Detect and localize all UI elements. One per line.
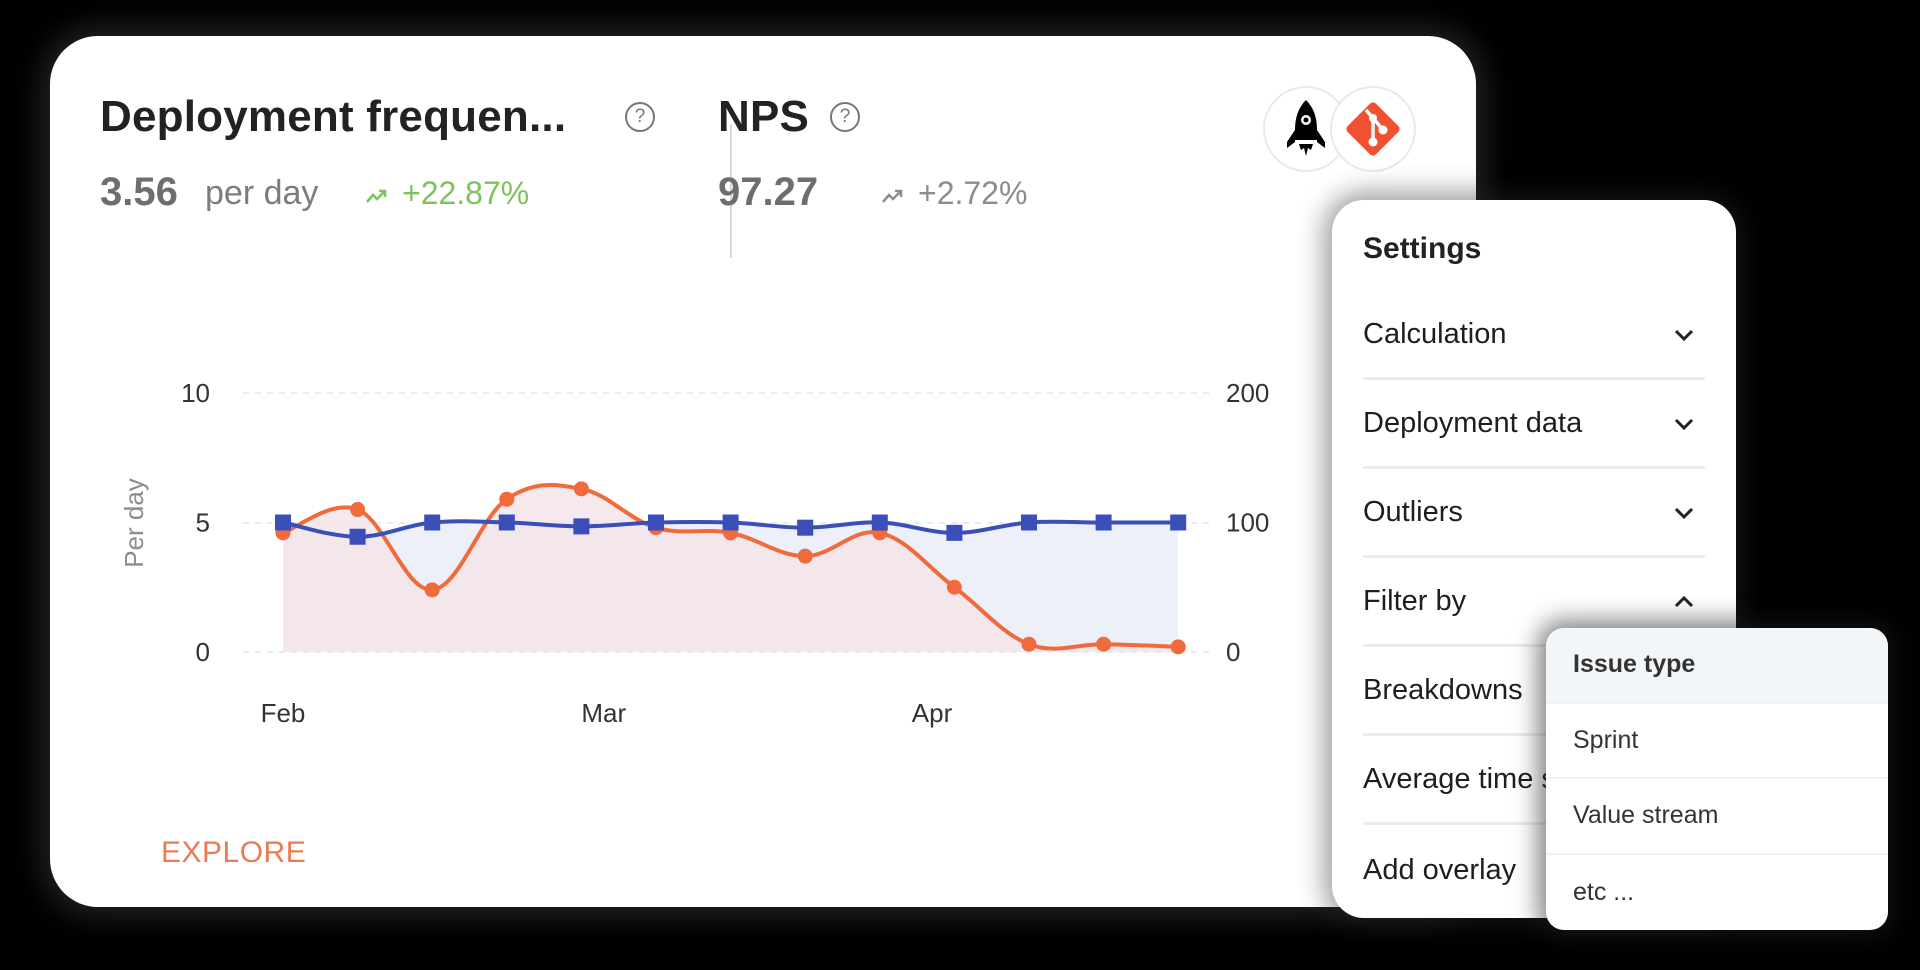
metric-divider — [730, 124, 732, 258]
metric-value-deployment-frequency: 3.56 — [100, 170, 178, 214]
y-tick-label-right: 100 — [1226, 508, 1269, 538]
settings-row-add-overlay[interactable]: Add overlay — [1363, 826, 1705, 914]
data-point[interactable] — [498, 514, 515, 531]
data-point[interactable] — [946, 579, 962, 595]
rocket-icon — [1287, 100, 1325, 156]
data-point[interactable] — [1170, 639, 1186, 655]
question-circle-icon[interactable]: ? — [830, 102, 860, 132]
data-point[interactable] — [722, 514, 739, 531]
x-tick-label: Mar — [581, 698, 626, 728]
line-chart: 0 5 10 0 100 200 Per day Feb Mar Apr — [119, 378, 1269, 728]
settings-title: Settings — [1363, 232, 1482, 265]
dropdown-option-sprint[interactable]: Sprint — [1546, 704, 1888, 779]
explore-link[interactable]: EXPLORE — [161, 836, 307, 869]
chevron-down-icon — [1674, 418, 1694, 430]
data-point[interactable] — [1021, 514, 1037, 531]
question-circle-icon[interactable]: ? — [625, 102, 655, 132]
y-tick-label: 10 — [181, 378, 210, 408]
data-point[interactable] — [424, 582, 440, 598]
data-point[interactable] — [499, 491, 515, 507]
chevron-down-icon — [1674, 507, 1694, 519]
y-axis-label: Per day — [119, 478, 149, 568]
data-point[interactable] — [350, 502, 366, 518]
trend-deployment-frequency: +22.87% — [366, 175, 529, 212]
series-area-fills — [283, 485, 1179, 652]
metric-card: Deployment frequen... ? 3.56 per day +22… — [50, 36, 1476, 907]
settings-row-outliers[interactable]: Outliers — [1363, 470, 1705, 558]
settings-row-label: Average time s — [1363, 763, 1556, 795]
dropdown-option-value-stream[interactable]: Value stream — [1546, 779, 1888, 855]
y-axis-left: 0 5 10 — [181, 378, 210, 667]
metric-unit: per day — [205, 174, 319, 212]
data-point[interactable] — [275, 514, 291, 531]
data-point[interactable] — [1170, 514, 1187, 531]
settings-row-calculation[interactable]: Calculation — [1363, 292, 1705, 380]
trend-value: +22.87% — [402, 175, 530, 211]
settings-row-label: Calculation — [1363, 318, 1507, 350]
settings-row-label: Outliers — [1363, 496, 1463, 528]
metric-value-nps: 97.27 — [718, 170, 819, 214]
data-point[interactable] — [797, 548, 813, 564]
x-tick-label: Apr — [912, 698, 953, 728]
data-point[interactable] — [424, 514, 441, 531]
settings-row-label: Add overlay — [1363, 853, 1517, 886]
data-point[interactable] — [349, 528, 366, 545]
series-lines — [275, 481, 1187, 655]
data-point[interactable] — [573, 481, 589, 497]
data-point[interactable] — [573, 518, 590, 535]
rocket-source-badge — [1263, 86, 1349, 172]
y-axis-right: 0 100 200 — [1226, 378, 1269, 667]
data-point[interactable] — [648, 514, 664, 531]
y-tick-label-right: 200 — [1226, 378, 1269, 408]
settings-row-breakdowns[interactable]: Breakdowns — [1363, 648, 1705, 736]
y-tick-label: 0 — [196, 637, 210, 667]
data-point[interactable] — [1021, 636, 1037, 652]
metric-title-deployment-frequency: Deployment frequen... — [100, 92, 567, 141]
trend-nps: +2.72% — [882, 175, 1027, 212]
filter-by-dropdown: Issue type Sprint Value stream etc ... — [1546, 628, 1888, 930]
series-deployment-frequency — [275, 481, 1186, 655]
dropdown-option-etc[interactable]: etc ... — [1573, 877, 1635, 906]
settings-row-deployment-data[interactable]: Deployment data — [1363, 381, 1705, 469]
trend-value: +2.72% — [918, 175, 1028, 211]
chevron-down-icon — [1674, 329, 1694, 341]
trend-up-icon — [366, 189, 387, 203]
dropdown-option-issue-type[interactable]: Issue type — [1546, 628, 1888, 704]
settings-row-label: Breakdowns — [1363, 674, 1523, 706]
settings-row-average-time[interactable]: Average time s — [1363, 737, 1705, 825]
series-nps — [275, 514, 1187, 545]
y-tick-label: 5 — [196, 508, 210, 538]
settings-row-label: Deployment data — [1363, 407, 1583, 439]
git-source-badge — [1330, 86, 1416, 172]
x-tick-label: Feb — [261, 698, 306, 728]
data-point[interactable] — [797, 519, 814, 536]
data-point[interactable] — [946, 524, 963, 541]
y-tick-label-right: 0 — [1226, 637, 1240, 667]
data-point[interactable] — [1095, 514, 1112, 531]
trend-up-icon — [882, 189, 903, 203]
metric-title-nps: NPS — [718, 92, 810, 141]
x-axis: Feb Mar Apr — [261, 698, 953, 728]
data-point[interactable] — [1096, 636, 1112, 652]
settings-row-label: Filter by — [1363, 585, 1467, 617]
data-point[interactable] — [871, 514, 888, 531]
git-icon — [1346, 102, 1400, 156]
settings-row-filter-by[interactable]: Filter by — [1363, 559, 1705, 647]
chevron-up-icon — [1674, 595, 1694, 607]
